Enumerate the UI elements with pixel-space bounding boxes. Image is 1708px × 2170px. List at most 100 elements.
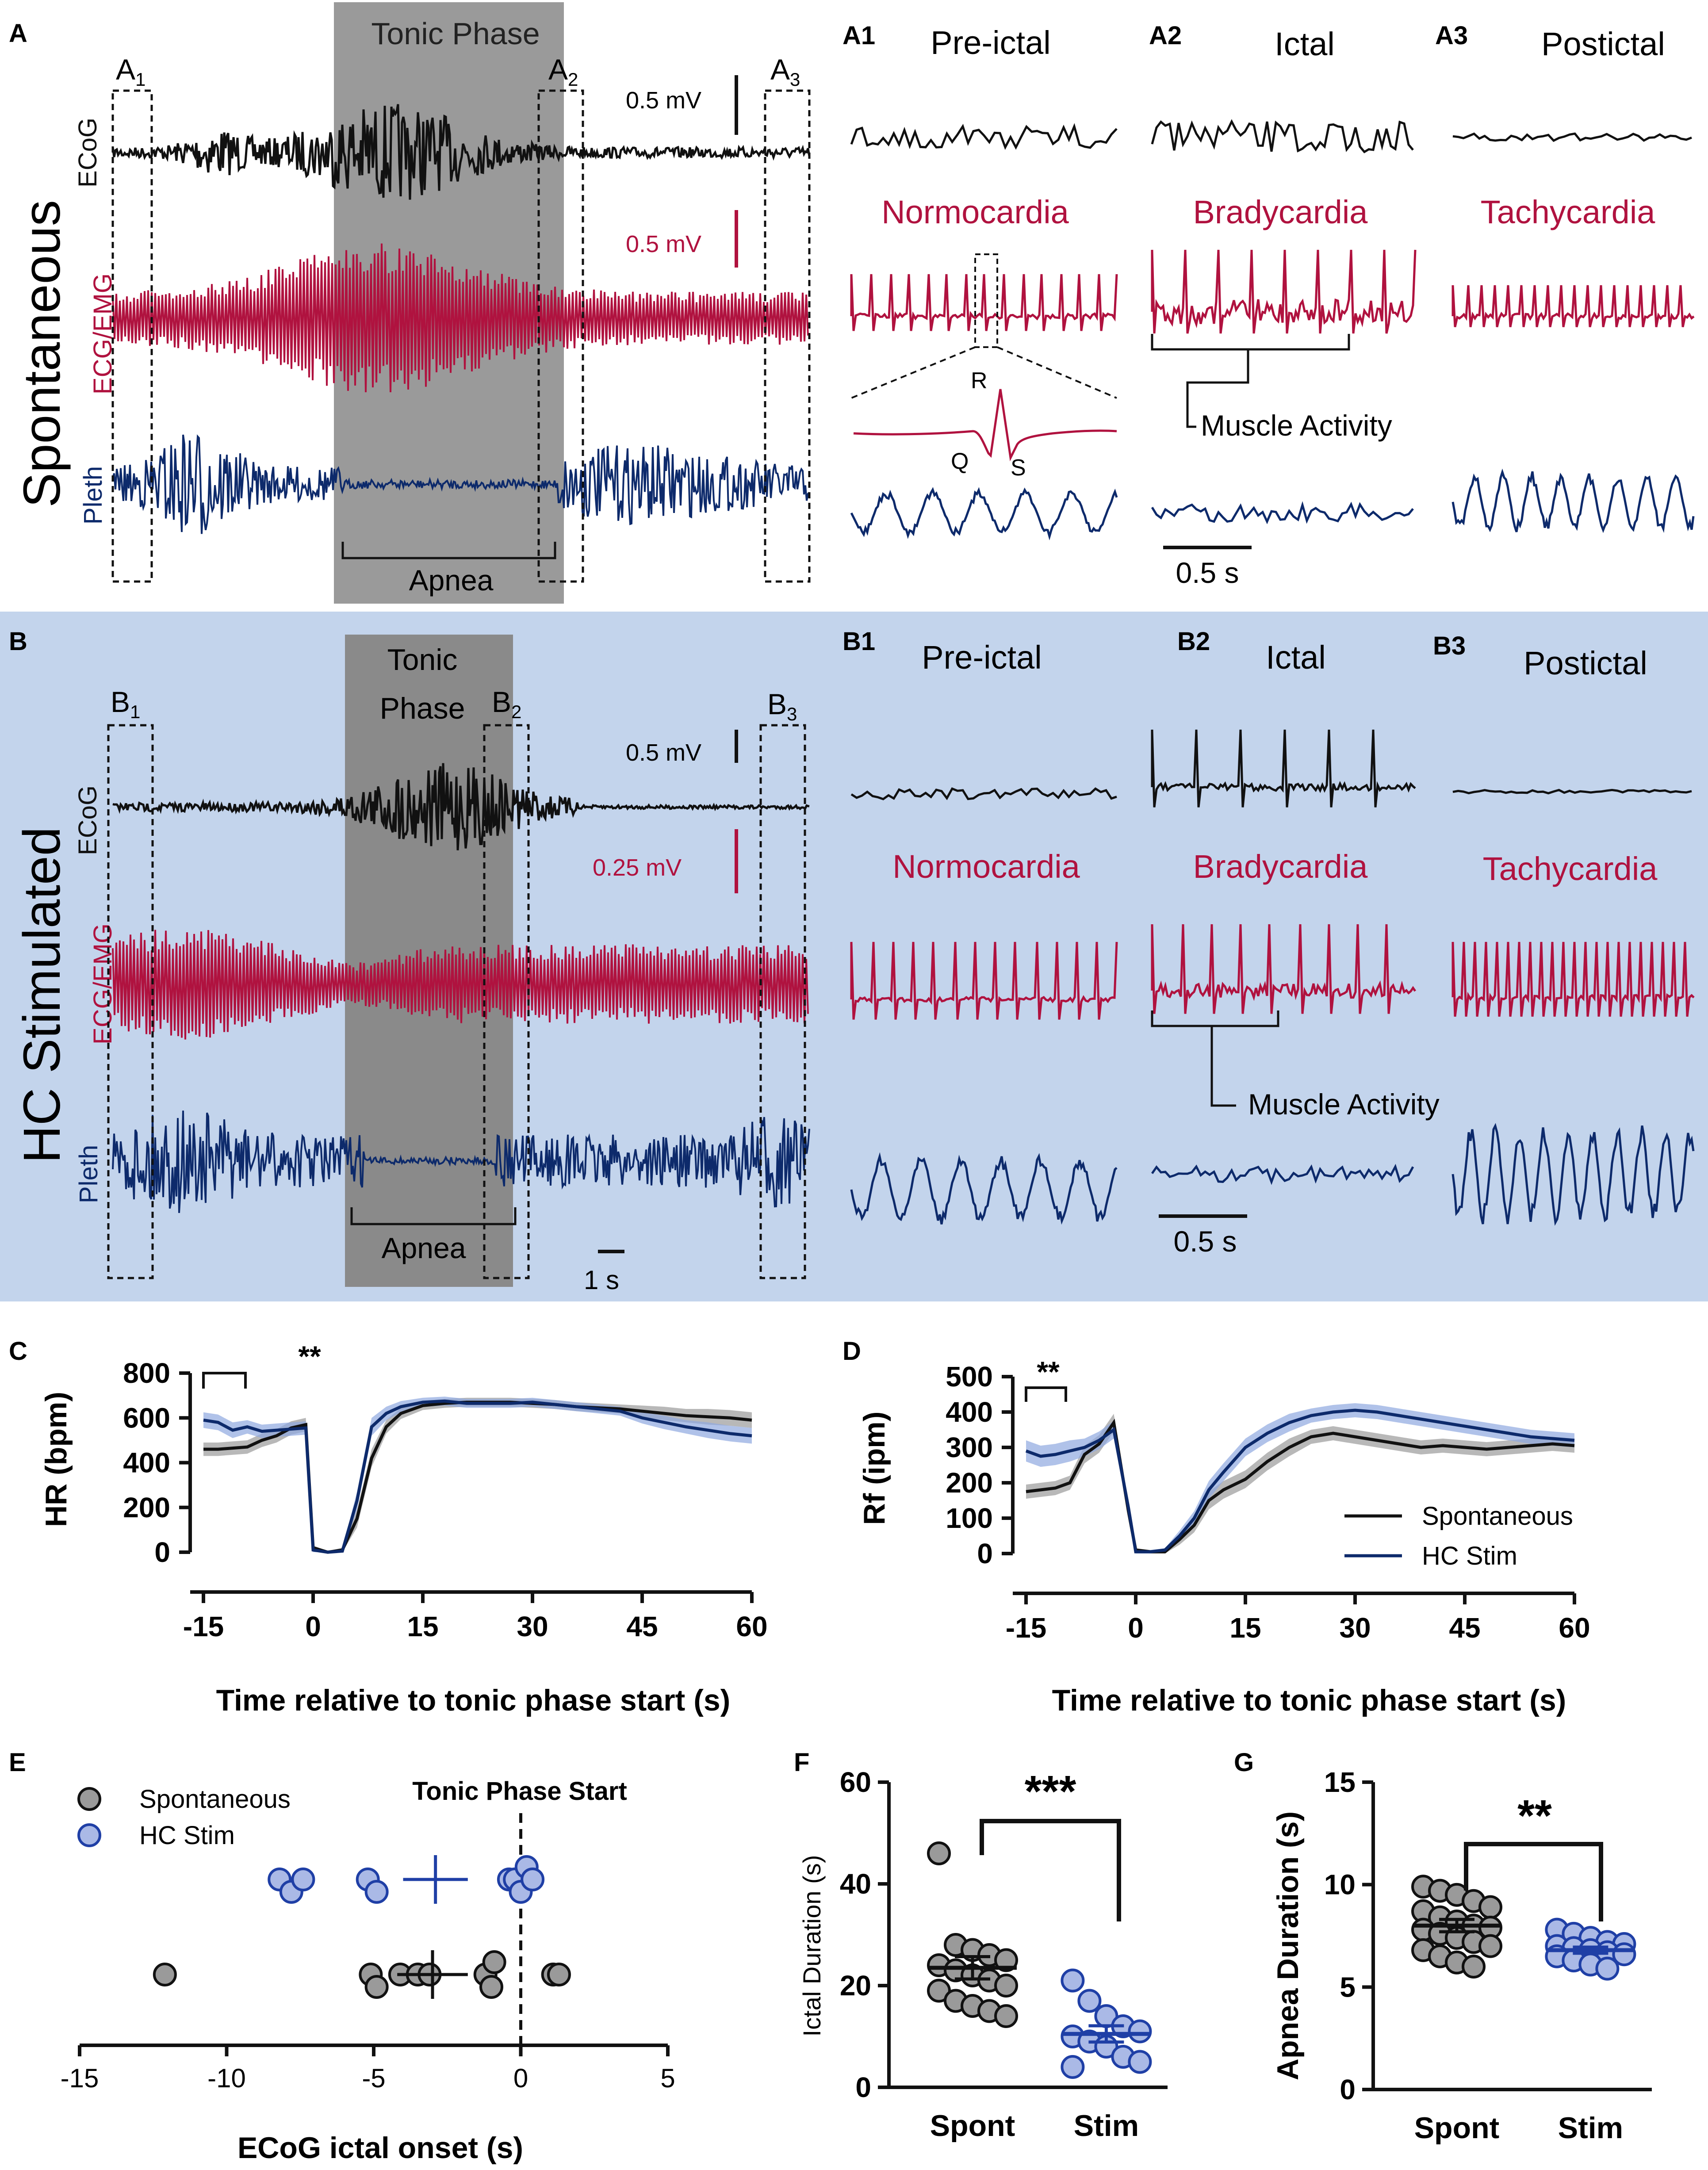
panel-g-chart: G 0 5 10 15 Spont Stim ** Apnea Duration (s) [1234, 1748, 1652, 2145]
pleth-trace [112, 1110, 810, 1213]
data-point [1077, 1989, 1102, 2013]
ecog-trace [111, 104, 811, 200]
category-label: Spont [930, 2109, 1015, 2143]
ecg-scale-label: 0.25 mV [593, 854, 682, 881]
tonic-phase-label-line2: Phase [380, 692, 465, 725]
data-point [521, 1868, 545, 1891]
sem-band-spontaneous [1026, 1414, 1574, 1554]
plot-area: 0 200 400 600 800 -15 0 15 30 45 60 [123, 1357, 767, 1642]
x-tick-label: 5 [660, 2063, 675, 2093]
y-tick-label: 5 [1340, 1971, 1356, 2003]
y-tick-label: 15 [1324, 1766, 1356, 1798]
data-point [153, 1963, 177, 1986]
rhythm-label: Tachycardia [1481, 194, 1656, 230]
panel-letter: B3 [1433, 631, 1466, 660]
ecg-emg-trace [112, 243, 809, 393]
channel-pleth-label: Pleth [74, 1145, 103, 1203]
legend-label-hc-stim: HC Stim [1422, 1542, 1517, 1570]
ecog-trace [1151, 729, 1416, 808]
x-tick-label: -10 [207, 2063, 246, 2093]
data-point [1061, 2055, 1085, 2079]
category-label: Spont [1414, 2111, 1500, 2145]
y-tick-label: 800 [123, 1357, 170, 1389]
series-line-hc-stim [203, 1399, 752, 1554]
panel-a1: A1 Pre-ictal Normocardia R Q S [843, 21, 1118, 541]
ecg-trace [1451, 941, 1695, 1017]
panel-f-chart: F 0 20 40 60 Spont Stim *** Ictal Duration (s… [794, 1748, 1168, 2143]
ecog-trace [1151, 119, 1414, 153]
data-point [994, 2004, 1018, 2028]
apnea-bracket [350, 1207, 517, 1225]
data-point [291, 1868, 315, 1891]
data-point [364, 1880, 389, 1904]
channel-ecog-label: ECoG [73, 785, 102, 855]
channel-ecog-label: ECoG [73, 118, 102, 188]
data-point [482, 1950, 506, 1974]
x-tick-label: 15 [407, 1611, 438, 1642]
series-line-spontaneous [203, 1401, 752, 1554]
y-tick-label: 40 [840, 1868, 871, 1900]
window-box-2 [483, 724, 530, 1279]
pleth-trace [1151, 501, 1414, 524]
data-point [1595, 1956, 1620, 1981]
time-scale-label: 1 s [584, 1265, 619, 1295]
sem-band-spontaneous [203, 1397, 752, 1552]
legend-label-spontaneous: Spontaneous [139, 1785, 291, 1814]
legend-label-spontaneous: Spontaneous [1422, 1502, 1573, 1531]
window-label-3: A3 [770, 53, 800, 90]
panel-letter: A [9, 19, 27, 48]
y-axis-label: Ictal Duration (s) [798, 1855, 826, 2037]
apnea-label: Apnea [409, 564, 494, 597]
plot-area: -15 -10 -5 0 5 [61, 1813, 675, 2093]
window-label-2: B2 [492, 685, 521, 722]
sem-band-hc-stim [1026, 1403, 1574, 1554]
window-box-3 [759, 724, 806, 1279]
y-tick-label: 300 [946, 1431, 993, 1463]
channel-ecg-label: ECG/EMG [88, 923, 117, 1045]
x-tick-label: 60 [1559, 1612, 1590, 1644]
category-label: Stim [1558, 2111, 1623, 2145]
rhythm-label: Normocardia [881, 194, 1069, 230]
window-label-3: B3 [767, 688, 797, 724]
x-tick-label: 15 [1229, 1612, 1261, 1644]
x-tick-label: 0 [513, 2063, 528, 2093]
y-tick-label: 60 [840, 1766, 871, 1798]
panel-letter: E [9, 1748, 26, 1777]
panel-letter: B [9, 627, 27, 656]
significance-bracket [1025, 1386, 1067, 1402]
pleth-trace [850, 1152, 1118, 1225]
x-tick-label: 0 [1128, 1612, 1144, 1644]
rhythm-label: Tachycardia [1483, 850, 1658, 887]
significance-label: ** [1037, 1355, 1060, 1388]
panel-c-chart: C 0 200 400 600 800 -15 0 15 30 45 60 ** Time rela… [9, 1337, 768, 1717]
channel-pleth-label: Pleth [79, 466, 107, 524]
phase-title: Postictal [1524, 645, 1647, 681]
panel-letter: B2 [1177, 627, 1210, 656]
window-label-1: A1 [116, 53, 146, 90]
ecg-trace [1151, 924, 1417, 1014]
y-tick-label: 0 [1340, 2074, 1356, 2105]
pleth-trace [1451, 1123, 1695, 1226]
panel-a2: A2 Ictal Bradycardia Muscle Activity 0.5… [1149, 21, 1417, 589]
rhythm-label: Bradycardia [1193, 848, 1368, 885]
x-tick-label: 45 [626, 1611, 658, 1642]
plot-area: 0 20 40 60 Spont Stim [840, 1766, 1168, 2143]
rhythm-label: Bradycardia [1193, 194, 1368, 230]
ecg-scale-label: 0.5 mV [626, 231, 701, 257]
y-axis-label: HR (bpm) [39, 1392, 73, 1527]
panel-b1: B1 Pre-ictal Normocardia [843, 627, 1118, 1225]
phase-title: Postictal [1541, 26, 1665, 62]
x-tick-label: 30 [1339, 1612, 1371, 1644]
annotation-tonic-phase-start: Tonic Phase Start [412, 1777, 627, 1806]
window-box-2 [537, 89, 584, 583]
ecg-trace [850, 941, 1118, 1020]
series-line-spontaneous [1026, 1418, 1575, 1554]
x-tick-label: -15 [61, 2063, 99, 2093]
x-axis-label: Time relative to tonic phase start (s) [216, 1684, 731, 1717]
ecg-emg-trace [112, 930, 809, 1040]
phase-title: Pre-ictal [931, 24, 1050, 61]
panel-letter: D [843, 1337, 861, 1366]
data-point [1128, 2019, 1152, 2044]
panel-b3: B3 Postictal Tachycardia [1433, 631, 1695, 1226]
x-tick-label: 60 [736, 1611, 767, 1642]
